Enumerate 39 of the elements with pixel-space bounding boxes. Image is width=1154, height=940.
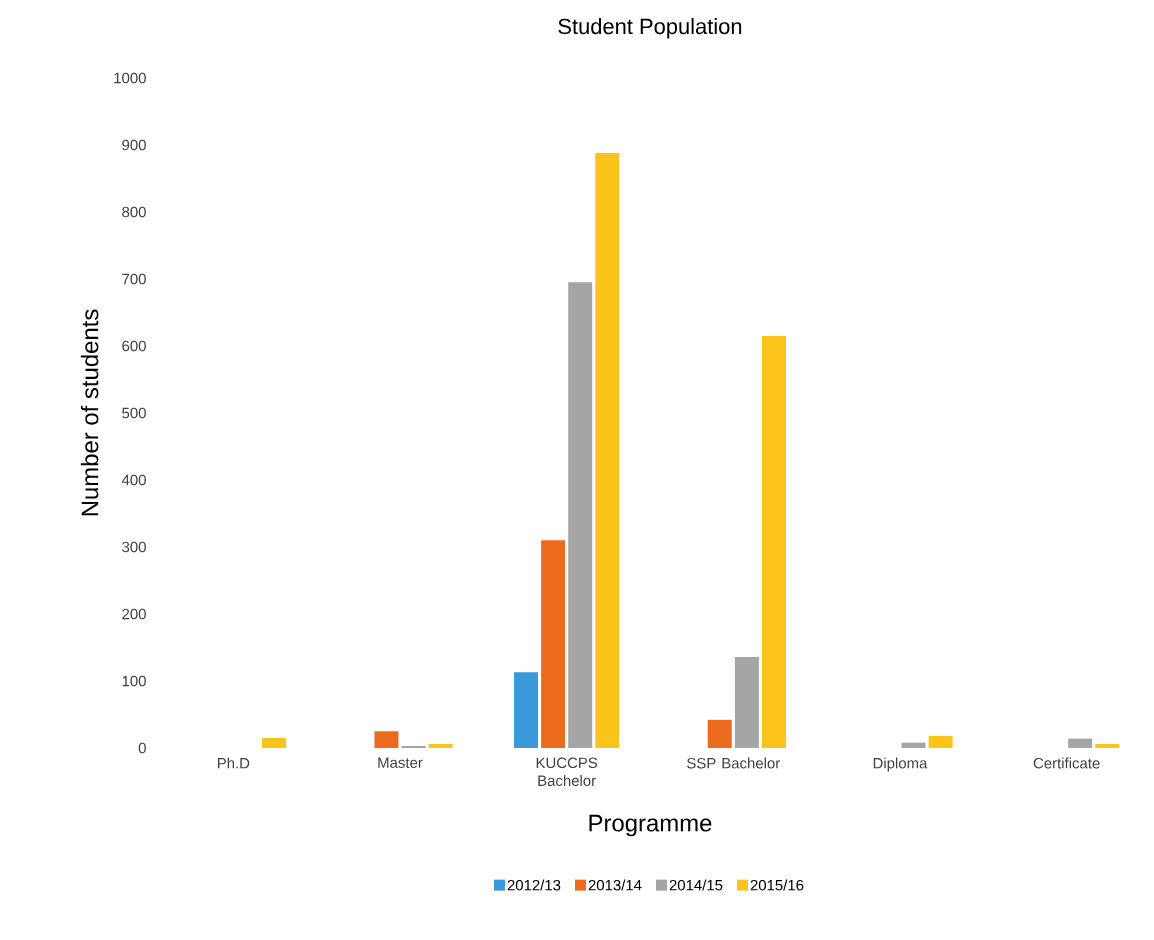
bar (734, 656, 759, 748)
x-tick-label: Ph.D (217, 757, 250, 769)
legend-label: 2013/14 (588, 879, 642, 891)
chart-title: Student Population (558, 18, 742, 39)
bar (707, 719, 732, 748)
y-tick-label: 500 (122, 407, 146, 419)
y-tick-label: 1000 (114, 72, 146, 84)
bar (928, 735, 953, 748)
y-tick-label: 600 (122, 340, 146, 352)
y-tick-label: 400 (121, 474, 146, 486)
x-tick-label: Master (378, 757, 423, 768)
y-tick-label: 900 (122, 139, 146, 151)
y-tick-label: 200 (122, 608, 146, 620)
legend-label: 2012/13 (507, 879, 561, 891)
bar (595, 153, 620, 748)
bar (261, 737, 286, 748)
legend-label: 2014/15 (669, 879, 723, 891)
bar (568, 282, 593, 748)
y-axis-title: Number of students (80, 309, 99, 516)
x-tick-label: Diploma (873, 757, 928, 772)
y-tick-label: 800 (122, 206, 146, 218)
bar (374, 731, 399, 748)
bar (541, 540, 566, 748)
y-tick-label: 100 (122, 675, 146, 687)
legend-label: 2015/16 (750, 879, 804, 891)
bar (513, 672, 538, 748)
bar (1095, 743, 1120, 748)
x-axis-title: Programme (589, 814, 712, 837)
x-tick-label: KUCCPS Bachelor (536, 757, 598, 787)
bar (401, 745, 426, 748)
bar (1068, 738, 1093, 748)
x-tick-label: Certificate (1033, 757, 1100, 769)
bar (428, 743, 453, 748)
bar (901, 742, 926, 748)
y-tick-label: 300 (122, 541, 146, 553)
bar (761, 335, 786, 748)
x-tick-label: SSP Bachelor (687, 757, 780, 769)
y-tick-label: 700 (122, 273, 146, 285)
y-tick-label: 0 (138, 742, 146, 754)
